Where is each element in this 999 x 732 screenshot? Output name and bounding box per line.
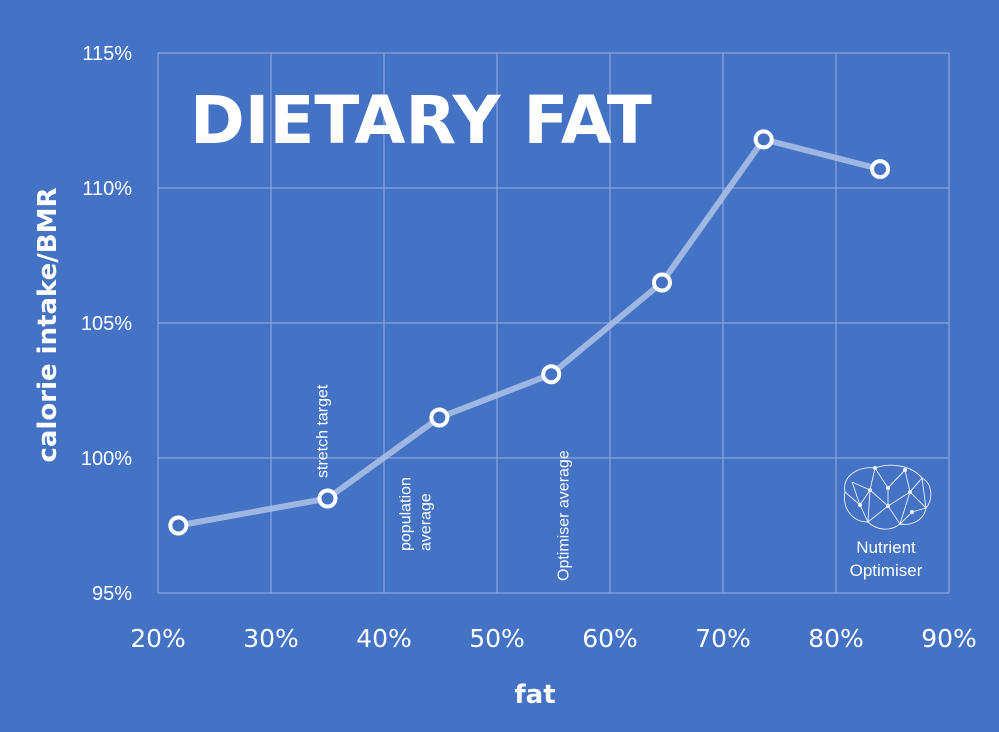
data-point bbox=[870, 159, 891, 180]
chart-title: DIETARY FAT bbox=[190, 82, 652, 159]
x-tick-label: 60% bbox=[582, 624, 638, 653]
y-tick-label: 105% bbox=[81, 313, 132, 335]
x-tick-label: 50% bbox=[469, 624, 525, 653]
series-line bbox=[175, 136, 884, 529]
annotation-label: average bbox=[418, 493, 435, 551]
brain-network-icon bbox=[844, 464, 932, 530]
y-axis-label: calorie intake/BMR bbox=[33, 188, 63, 463]
annotation-label: population bbox=[398, 477, 415, 551]
annotation-label: Optimiser average bbox=[556, 450, 573, 581]
logo-line-1: Nutrient bbox=[856, 538, 916, 557]
data-point bbox=[429, 407, 450, 428]
logo-line-2: Optimiser bbox=[850, 561, 923, 580]
x-tick-label: 30% bbox=[243, 624, 299, 653]
x-axis-ticks: 20% 30% 40% 50% 60% 70% 80% 90% bbox=[130, 624, 977, 653]
x-tick-label: 80% bbox=[808, 624, 864, 653]
x-tick-label: 70% bbox=[695, 624, 751, 653]
y-tick-label: 95% bbox=[92, 583, 132, 605]
data-point bbox=[317, 488, 338, 509]
series bbox=[168, 129, 891, 536]
y-tick-label: 115% bbox=[82, 43, 132, 65]
x-axis-label: fat bbox=[514, 680, 555, 710]
y-axis-ticks: 95% 100% 105% 110% 115% bbox=[81, 43, 132, 605]
data-point bbox=[168, 515, 189, 536]
y-tick-label: 110% bbox=[82, 178, 132, 200]
y-tick-label: 100% bbox=[81, 448, 132, 470]
annotations: stretch target population average Optimiser… bbox=[315, 384, 573, 581]
annotation-label: stretch target bbox=[315, 384, 332, 478]
x-tick-label: 90% bbox=[921, 624, 977, 653]
nutrient-optimiser-logo: Nutrient Optimiser bbox=[844, 464, 932, 580]
x-tick-label: 40% bbox=[356, 624, 412, 653]
data-point bbox=[541, 364, 562, 385]
data-point bbox=[651, 272, 672, 293]
data-point bbox=[753, 129, 774, 150]
x-tick-label: 20% bbox=[130, 624, 186, 653]
